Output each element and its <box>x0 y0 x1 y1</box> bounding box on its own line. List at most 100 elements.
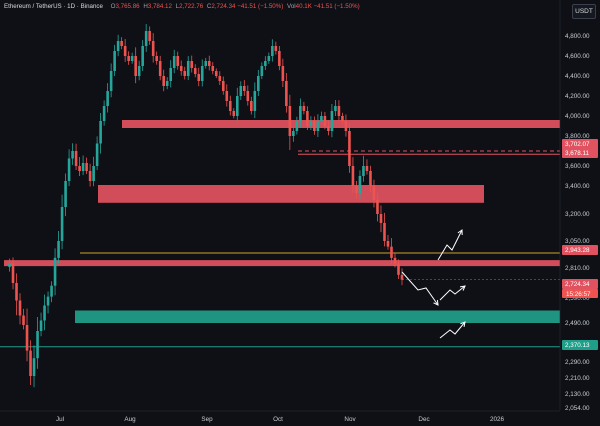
candle-body <box>130 56 134 61</box>
countdown-tag <box>562 289 598 298</box>
arrow-head-icon <box>459 285 466 291</box>
price-tag <box>562 139 598 149</box>
candle-body <box>74 151 78 166</box>
y-tick-label: 4,000.00 <box>565 113 590 120</box>
symbol-title[interactable]: Ethereum / TetherUS · 1D · Binance <box>4 3 103 10</box>
candle-body <box>162 76 165 86</box>
low-label: L <box>175 3 180 10</box>
close-value: 2,724.34 <box>211 3 236 10</box>
candle-body <box>123 46 127 56</box>
candle-body <box>278 51 281 66</box>
resistance-zone[interactable] <box>122 120 560 128</box>
price-axis[interactable] <box>560 0 600 426</box>
candle-body <box>320 116 323 121</box>
y-tick-label: 2,590.00 <box>565 295 590 302</box>
projection-arrow[interactable] <box>439 321 466 339</box>
price-tag-label: 2,943.28 <box>565 247 590 254</box>
y-tick-label: 3,050.00 <box>565 238 590 245</box>
candle-body <box>99 121 102 144</box>
price-tag-label: 2,370.13 <box>565 342 590 349</box>
candle-body <box>211 66 215 71</box>
candle-body <box>60 207 64 241</box>
candle-body <box>313 121 316 131</box>
candle-body <box>176 56 180 66</box>
resistance-zone[interactable] <box>98 185 484 203</box>
candle-body <box>43 305 46 321</box>
candle-body <box>158 61 162 76</box>
candle-body <box>102 106 106 121</box>
volume-change: −41.51 (−1.50%) <box>313 3 360 10</box>
price-tag <box>562 340 598 350</box>
projection-arrow[interactable] <box>401 271 439 306</box>
plot-area[interactable] <box>0 0 560 426</box>
y-tick-label: 2,130.00 <box>565 391 590 398</box>
currency-button[interactable]: USDT <box>572 4 596 19</box>
resistance-zone[interactable] <box>4 260 560 267</box>
candle-body <box>285 81 288 106</box>
candle-body <box>172 56 176 68</box>
candle-body <box>22 315 25 325</box>
candle-body <box>109 71 113 91</box>
candle-body <box>46 296 50 306</box>
candle-body <box>64 181 67 207</box>
projection-arrow[interactable] <box>437 229 463 261</box>
candle-body <box>92 166 95 181</box>
y-tick-label: 3,400.00 <box>565 183 590 190</box>
candle-body <box>32 358 36 376</box>
candle-body <box>144 31 148 46</box>
price-tag-label: 3,678.11 <box>565 150 590 157</box>
candle-body <box>207 61 211 66</box>
candle-body <box>348 131 351 166</box>
volume-value: 40.1K <box>295 3 312 10</box>
candle-body <box>358 176 362 193</box>
candle-body <box>397 263 400 275</box>
candle-body <box>379 214 383 223</box>
candle-body <box>351 166 355 186</box>
candle-body <box>253 91 257 111</box>
candle-body <box>288 106 292 136</box>
candle-body <box>134 56 137 76</box>
candle-body <box>190 61 194 68</box>
candle-body <box>274 46 278 51</box>
candle-body <box>137 66 141 76</box>
candle-body <box>179 66 183 71</box>
candle-body <box>106 91 109 106</box>
candle-body <box>337 106 341 116</box>
countdown-label: 15:26:57 <box>566 291 591 298</box>
x-tick-label: Sep <box>201 416 213 423</box>
candle-body <box>386 241 390 247</box>
candle-body <box>155 56 158 61</box>
candle-body <box>246 91 250 101</box>
arrow-head-icon <box>460 321 466 328</box>
candle-body <box>267 56 271 61</box>
candle-body <box>235 96 239 116</box>
open-label: O <box>110 3 116 10</box>
close-label: C <box>206 3 212 10</box>
candle-body <box>376 200 379 214</box>
candle-body <box>148 31 151 41</box>
y-tick-label: 4,800.00 <box>565 33 590 40</box>
candle-body <box>186 61 190 76</box>
candle-body <box>95 143 99 166</box>
y-tick-label: 4,600.00 <box>565 53 590 60</box>
candle-body <box>292 131 295 136</box>
candle-body <box>330 111 334 131</box>
candle-body <box>169 68 173 81</box>
candle-body <box>204 61 208 66</box>
y-tick-label: 4,200.00 <box>565 93 590 100</box>
candle-body <box>393 257 397 264</box>
candle-body <box>39 320 43 331</box>
candle-body <box>295 121 299 131</box>
projection-arrow[interactable] <box>439 285 466 301</box>
candle-body <box>281 66 285 81</box>
y-tick-label: 2,290.00 <box>565 359 590 366</box>
support-zone[interactable] <box>75 310 560 324</box>
candle-body <box>257 76 260 91</box>
x-tick-label: Jul <box>56 416 64 423</box>
candle-body <box>372 186 376 200</box>
candle-body <box>316 121 320 131</box>
candle-body <box>228 101 232 111</box>
candle-body <box>232 111 236 116</box>
x-tick-label: Oct <box>273 416 283 423</box>
